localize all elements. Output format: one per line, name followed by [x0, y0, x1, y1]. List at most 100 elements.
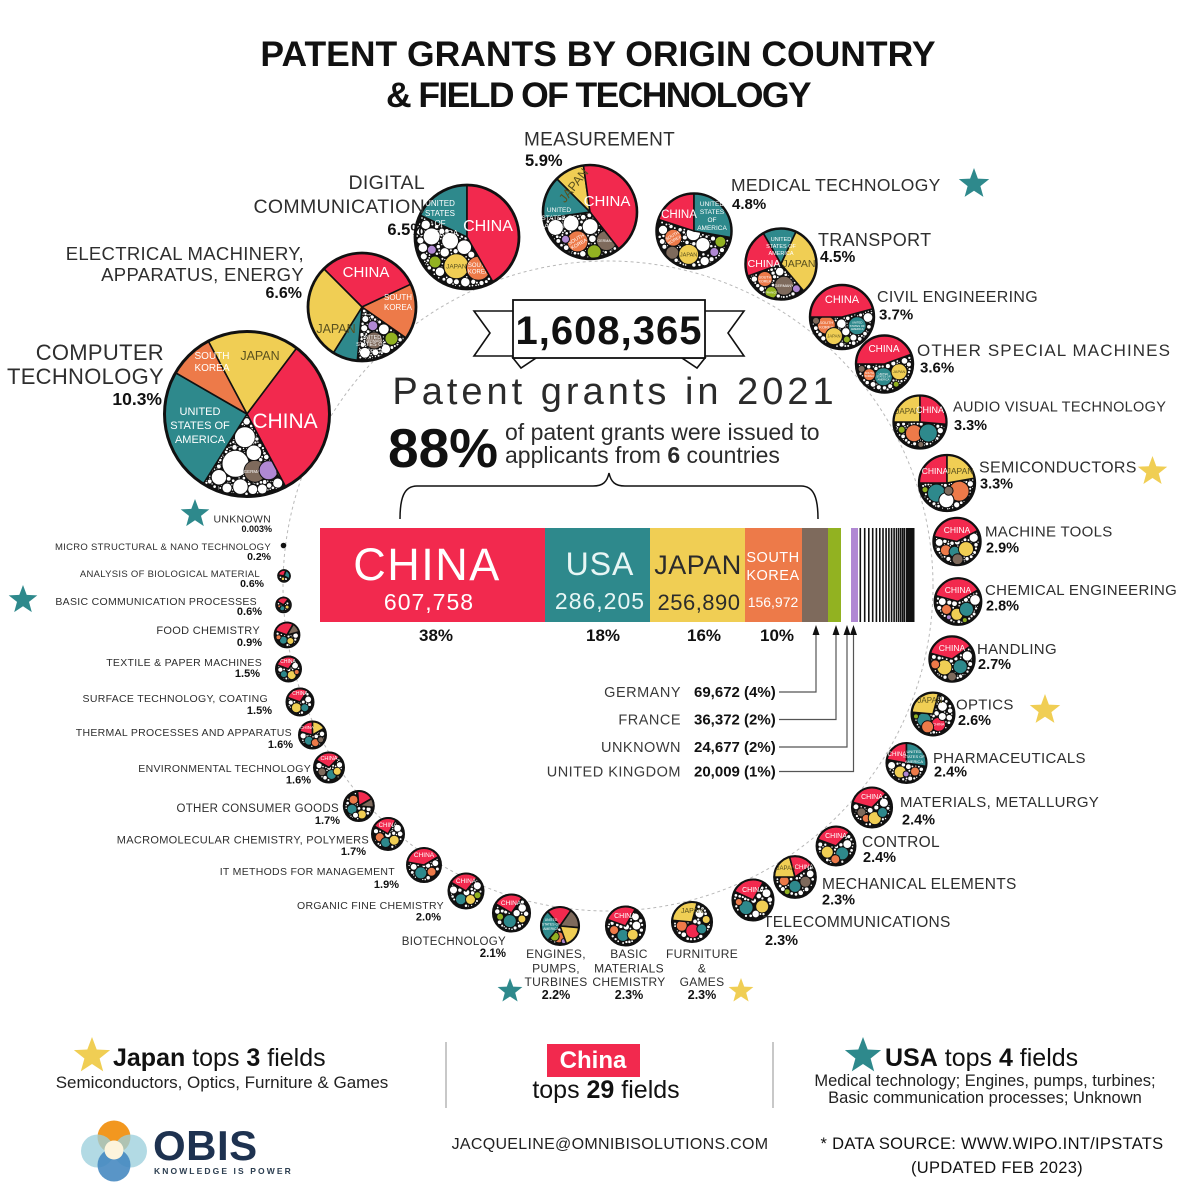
- svg-text:ELECTRICAL MACHINERY,: ELECTRICAL MACHINERY,: [66, 243, 304, 264]
- svg-text:KNOWLEDGE IS POWER: KNOWLEDGE IS POWER: [154, 1166, 293, 1176]
- svg-text:GERMANY: GERMANY: [365, 339, 384, 343]
- svg-text:2.0%: 2.0%: [416, 912, 441, 924]
- svg-text:156,972: 156,972: [748, 594, 799, 610]
- svg-text:10.3%: 10.3%: [112, 389, 162, 409]
- svg-text:JAPAN: JAPAN: [917, 696, 942, 705]
- svg-text:CHINA: CHINA: [292, 691, 308, 697]
- svg-text:GERMANY: GERMANY: [244, 469, 267, 474]
- svg-text:CHINA: CHINA: [456, 878, 477, 885]
- svg-text:UNKNOWN: UNKNOWN: [601, 740, 681, 756]
- svg-text:CHINA: CHINA: [825, 294, 860, 306]
- svg-text:0.9%: 0.9%: [237, 637, 262, 649]
- svg-text:HANDLING: HANDLING: [977, 641, 1057, 658]
- svg-text:JAPAN: JAPAN: [446, 264, 467, 271]
- svg-text:1.7%: 1.7%: [341, 846, 366, 858]
- svg-text:Japan tops 3 fields: Japan tops 3 fields: [113, 1044, 326, 1072]
- svg-text:STATES OF: STATES OF: [541, 215, 576, 222]
- svg-text:FRANCE: FRANCE: [618, 713, 681, 729]
- svg-text:FURNITURE: FURNITURE: [666, 947, 738, 961]
- svg-text:TEXTILE & PAPER MACHINES: TEXTILE & PAPER MACHINES: [106, 657, 262, 669]
- svg-text:GERMANY: GERMANY: [774, 284, 794, 288]
- svg-text:KOREA: KOREA: [194, 363, 229, 374]
- svg-text:CHINA: CHINA: [584, 193, 631, 210]
- svg-text:MACROMOLECULAR CHEMISTRY, POL: MACROMOLECULAR CHEMISTRY, POLYMERS: [117, 835, 369, 847]
- svg-text:UNITED: UNITED: [547, 207, 572, 214]
- svg-text:OBIS: OBIS: [153, 1122, 258, 1169]
- svg-text:CHINA: CHINA: [614, 913, 636, 920]
- svg-text:BASIC: BASIC: [610, 947, 648, 961]
- svg-text:COMPUTER: COMPUTER: [36, 340, 164, 365]
- svg-text:AMERICA: AMERICA: [543, 927, 559, 931]
- svg-text:GERMANY: GERMANY: [604, 685, 681, 701]
- svg-text:AMERICA: AMERICA: [905, 759, 924, 764]
- svg-text:2.1%: 2.1%: [480, 948, 506, 960]
- svg-text:SURFACE TECHNOLOGY, COATING: SURFACE TECHNOLOGY, COATING: [83, 693, 268, 705]
- svg-text:ENGINES,: ENGINES,: [526, 947, 586, 961]
- svg-text:4.8%: 4.8%: [732, 196, 766, 213]
- svg-text:CHINA: CHINA: [916, 405, 944, 415]
- svg-text:JAPAN: JAPAN: [782, 258, 815, 270]
- svg-text:SOUTH: SOUTH: [665, 230, 680, 242]
- svg-text:JAPAN: JAPAN: [827, 334, 840, 339]
- svg-text:CHINA: CHINA: [922, 466, 949, 476]
- svg-text:CHINA: CHINA: [861, 794, 883, 801]
- svg-text:GAMES: GAMES: [680, 975, 725, 989]
- svg-text:2.7%: 2.7%: [978, 657, 1011, 673]
- svg-text:AMERICA: AMERICA: [544, 223, 574, 230]
- svg-text:OTHER CONSUMER GOODS: OTHER CONSUMER GOODS: [176, 803, 339, 815]
- svg-text:1.7%: 1.7%: [315, 815, 340, 827]
- svg-text:JAPAN: JAPAN: [654, 550, 742, 580]
- svg-text:6.6%: 6.6%: [266, 285, 302, 302]
- svg-text:BASIC COMMUNICATION PROCESSES: BASIC COMMUNICATION PROCESSES: [55, 596, 257, 608]
- svg-text:OF: OF: [434, 219, 445, 228]
- svg-text:CHINA: CHINA: [825, 833, 847, 840]
- svg-text:MICRO STRUCTURAL & NANO TECHNO: MICRO STRUCTURAL & NANO TECHNOLOGY: [55, 542, 271, 553]
- svg-text:UNITED: UNITED: [879, 372, 889, 376]
- svg-text:38%: 38%: [419, 626, 453, 645]
- svg-text:BIOTECHNOLOGY: BIOTECHNOLOGY: [402, 936, 506, 948]
- svg-text:UNITED: UNITED: [545, 918, 558, 922]
- svg-text:CHINA: CHINA: [748, 258, 781, 270]
- svg-text:&: &: [698, 962, 706, 976]
- svg-text:* DATA SOURCE: WWW.WIPO.INT/I: * DATA SOURCE: WWW.WIPO.INT/IPSTATS: [821, 1135, 1164, 1153]
- svg-text:CHINA: CHINA: [868, 344, 899, 355]
- svg-text:UNITED: UNITED: [180, 406, 221, 418]
- svg-text:AMERICA: AMERICA: [768, 251, 793, 257]
- svg-text:3.6%: 3.6%: [920, 360, 954, 377]
- svg-text:3.3%: 3.3%: [954, 418, 987, 434]
- svg-text:PHARMACEUTICALS: PHARMACEUTICALS: [933, 750, 1086, 767]
- svg-text:CHINA: CHINA: [379, 823, 398, 829]
- svg-text:607,758: 607,758: [384, 589, 474, 615]
- svg-text:PATENT GRANTS BY ORIGIN COUNTR: PATENT GRANTS BY ORIGIN COUNTRY: [260, 34, 935, 74]
- svg-text:1,608,365: 1,608,365: [516, 309, 703, 353]
- svg-text:(UPDATED FEB 2023): (UPDATED FEB 2023): [911, 1159, 1083, 1177]
- svg-text:tops 29 fields: tops 29 fields: [532, 1076, 679, 1104]
- svg-text:1.9%: 1.9%: [374, 879, 399, 891]
- svg-text:2.9%: 2.9%: [986, 541, 1019, 557]
- svg-text:FRANCE: FRANCE: [765, 291, 777, 295]
- svg-text:TURBINES: TURBINES: [524, 975, 587, 989]
- svg-text:JAPAN: JAPAN: [316, 322, 355, 336]
- svg-text:AMERICA: AMERICA: [175, 434, 226, 446]
- svg-text:MEASUREMENT: MEASUREMENT: [524, 130, 675, 151]
- svg-text:4.5%: 4.5%: [820, 249, 856, 266]
- svg-text:1.6%: 1.6%: [286, 775, 311, 787]
- svg-text:OTHER SPECIAL MACHINES: OTHER SPECIAL MACHINES: [917, 341, 1171, 360]
- svg-text:AMERICA: AMERICA: [877, 378, 889, 382]
- svg-text:PUMPS,: PUMPS,: [532, 962, 580, 976]
- svg-text:& FIELD OF TECHNOLOGY: & FIELD OF TECHNOLOGY: [386, 75, 812, 115]
- svg-text:2.3%: 2.3%: [688, 988, 717, 1002]
- svg-text:CHEMISTRY: CHEMISTRY: [592, 975, 665, 989]
- svg-text:ORGANIC FINE CHEMISTRY: ORGANIC FINE CHEMISTRY: [297, 900, 444, 912]
- svg-text:36,372 (2%): 36,372 (2%): [694, 712, 776, 729]
- svg-text:USA: USA: [566, 546, 635, 582]
- svg-text:MATERIALS, METALLURGY: MATERIALS, METALLURGY: [900, 794, 1099, 811]
- svg-text:CHINA: CHINA: [320, 756, 337, 762]
- svg-text:286,205: 286,205: [555, 588, 645, 614]
- svg-text:JACQUELINE@OMNIBISOLUTIONS.COM: JACQUELINE@OMNIBISOLUTIONS.COM: [452, 1136, 769, 1153]
- svg-text:2.3%: 2.3%: [765, 933, 798, 949]
- svg-text:MACHINE TOOLS: MACHINE TOOLS: [985, 524, 1113, 541]
- svg-text:3.7%: 3.7%: [879, 307, 913, 324]
- svg-text:2.2%: 2.2%: [542, 988, 571, 1002]
- svg-text:FOOD CHEMISTRY: FOOD CHEMISTRY: [156, 625, 260, 637]
